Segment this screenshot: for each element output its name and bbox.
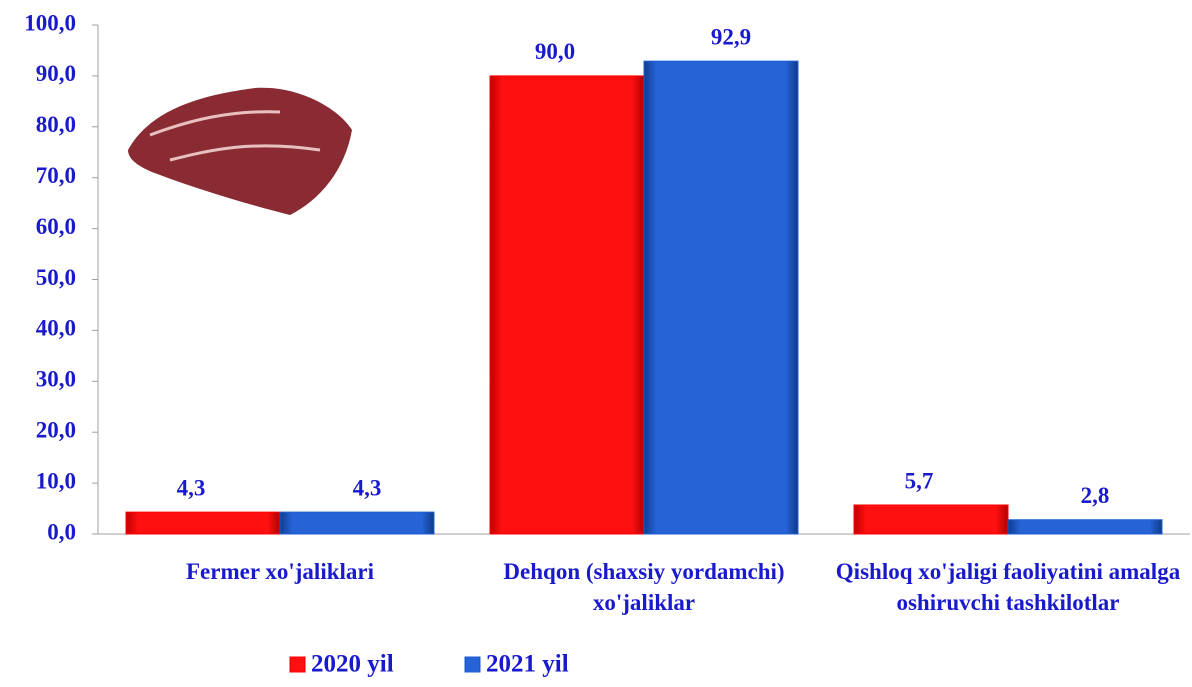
x-tick-label: Fermer xo'jaliklari [105, 556, 455, 587]
value-label: 5,7 [905, 468, 934, 493]
y-tick-label: 30,0 [36, 367, 76, 392]
meat-illustration [128, 88, 352, 215]
value-label: 92,9 [711, 24, 751, 49]
bar [1008, 520, 1162, 534]
value-label: 4,3 [353, 475, 382, 500]
bar [644, 61, 798, 534]
y-tick-label: 80,0 [36, 112, 76, 137]
legend-swatch [465, 657, 480, 672]
legend-swatch [290, 657, 305, 672]
y-tick-label: 90,0 [36, 61, 76, 86]
y-tick-label: 40,0 [36, 316, 76, 341]
y-tick-label: 10,0 [36, 468, 76, 493]
y-tick-label: 50,0 [36, 265, 76, 290]
value-label: 90,0 [535, 39, 575, 64]
y-tick-label: 0,0 [47, 519, 76, 544]
legend-label: 2021 yil [486, 651, 569, 678]
value-label: 2,8 [1081, 483, 1110, 508]
bar [854, 505, 1008, 534]
y-tick-label: 60,0 [36, 214, 76, 239]
value-label: 4,3 [177, 475, 206, 500]
bar [126, 512, 280, 534]
bar [490, 76, 644, 534]
page: 0,0 10,0 20,0 30,0 40,0 50,0 60,0 70,0 80,0 90,0 1… [0, 0, 1192, 687]
x-tick-label: Qishloq xo'jaligi faoliyatini amalga osh… [833, 556, 1183, 618]
y-tick-label: 100,0 [24, 10, 76, 35]
x-tick-label: Dehqon (shaxsiy yordamchi) xo'jaliklar [469, 556, 819, 618]
legend-label: 2020 yil [311, 651, 394, 678]
y-tick-label: 70,0 [36, 163, 76, 188]
bar [280, 512, 434, 534]
y-tick-label: 20,0 [36, 417, 76, 442]
